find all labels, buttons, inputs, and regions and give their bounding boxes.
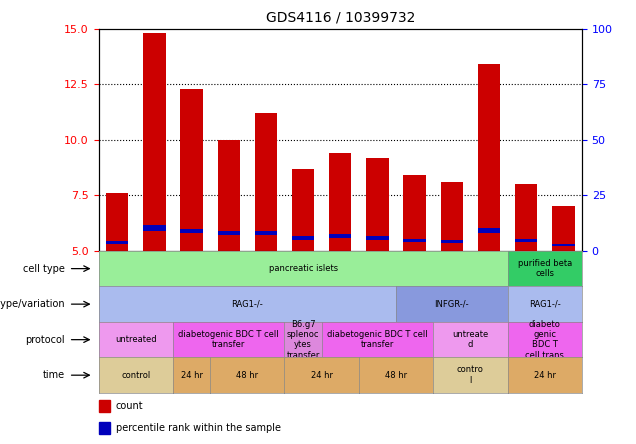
- Bar: [99, 422, 110, 434]
- Bar: [515, 239, 537, 242]
- Bar: [441, 182, 463, 251]
- Bar: [143, 33, 165, 251]
- Bar: [255, 113, 277, 251]
- Text: INFGR-/-: INFGR-/-: [434, 300, 469, 309]
- Text: diabetogenic BDC T cell
transfer: diabetogenic BDC T cell transfer: [179, 330, 279, 349]
- Text: cell type: cell type: [23, 264, 65, 274]
- Bar: [218, 140, 240, 251]
- Text: percentile rank within the sample: percentile rank within the sample: [116, 423, 280, 433]
- Text: 24 hr: 24 hr: [181, 371, 202, 380]
- Text: genotype/variation: genotype/variation: [0, 299, 65, 309]
- Bar: [403, 239, 425, 242]
- Text: contro
l: contro l: [457, 365, 484, 385]
- Text: pancreatic islets: pancreatic islets: [268, 264, 338, 273]
- Bar: [181, 229, 203, 233]
- Title: GDS4116 / 10399732: GDS4116 / 10399732: [266, 11, 415, 25]
- Bar: [552, 206, 574, 251]
- Text: 24 hr: 24 hr: [310, 371, 333, 380]
- Bar: [366, 236, 389, 240]
- Text: B6.g7
splenoc
ytes
transfer: B6.g7 splenoc ytes transfer: [286, 320, 320, 360]
- Bar: [478, 64, 500, 251]
- Bar: [255, 231, 277, 235]
- Text: purified beta
cells: purified beta cells: [518, 259, 572, 278]
- Bar: [552, 244, 574, 246]
- Text: untreated: untreated: [115, 335, 156, 344]
- Text: RAG1-/-: RAG1-/-: [232, 300, 263, 309]
- Bar: [99, 400, 110, 412]
- Bar: [181, 89, 203, 251]
- Text: 24 hr: 24 hr: [534, 371, 556, 380]
- Bar: [329, 153, 352, 251]
- Bar: [366, 158, 389, 251]
- Text: 48 hr: 48 hr: [236, 371, 258, 380]
- Text: count: count: [116, 401, 143, 411]
- Bar: [478, 228, 500, 233]
- Text: diabeto
genic
BDC T
cell trans: diabeto genic BDC T cell trans: [525, 320, 564, 360]
- Bar: [143, 226, 165, 231]
- Text: control: control: [121, 371, 150, 380]
- Text: RAG1-/-: RAG1-/-: [529, 300, 560, 309]
- Bar: [515, 184, 537, 251]
- Text: protocol: protocol: [25, 335, 65, 345]
- Bar: [329, 234, 352, 238]
- Text: time: time: [43, 370, 65, 380]
- Text: untreate
d: untreate d: [452, 330, 488, 349]
- Bar: [292, 169, 314, 251]
- Text: diabetogenic BDC T cell
transfer: diabetogenic BDC T cell transfer: [327, 330, 428, 349]
- Text: 48 hr: 48 hr: [385, 371, 407, 380]
- Bar: [403, 175, 425, 251]
- Bar: [441, 240, 463, 243]
- Bar: [218, 231, 240, 235]
- Bar: [292, 236, 314, 240]
- Bar: [106, 241, 128, 244]
- Bar: [106, 193, 128, 251]
